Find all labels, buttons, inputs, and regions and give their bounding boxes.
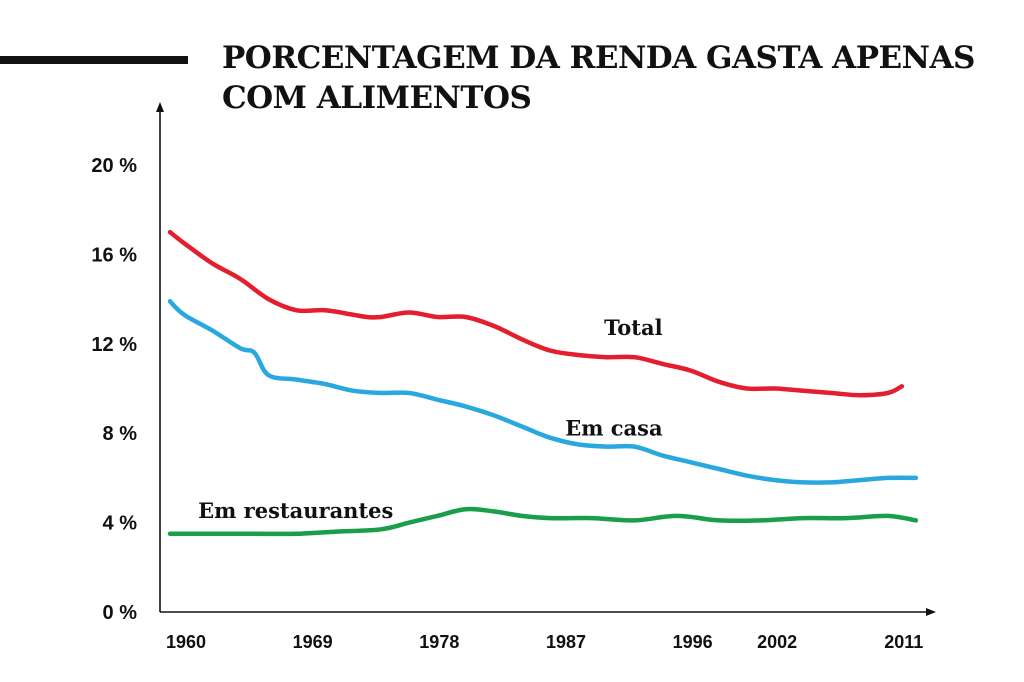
y-tick-label: 16 % — [91, 244, 137, 266]
axes — [156, 102, 936, 616]
x-tick-label: 1987 — [546, 632, 586, 652]
y-axis-arrow — [156, 102, 164, 112]
x-tick-label: 2011 — [884, 632, 923, 652]
series-labels: Total Em casa Em restaurantes — [198, 315, 663, 523]
chart-title-line-2: COM ALIMENTOS — [222, 80, 532, 116]
x-tick-label: 1996 — [673, 632, 713, 652]
series-line-total — [167, 229, 905, 398]
x-tick-labels: 1960 1969 1978 1987 1996 2002 2011 — [166, 632, 923, 652]
title-accent-bar — [0, 56, 188, 64]
y-tick-label: 4 % — [103, 513, 138, 535]
x-axis-arrow — [926, 608, 936, 616]
x-tick-label: 1978 — [419, 632, 459, 652]
y-tick-labels: 0 % 4 % 8 % 12 % 16 % 20 % — [91, 155, 137, 624]
y-tick-label: 12 % — [91, 334, 137, 356]
x-tick-label: 1969 — [293, 632, 333, 652]
y-tick-label: 20 % — [91, 155, 137, 177]
series-label-em-restaurantes: Em restaurantes — [198, 498, 393, 523]
series-label-em-casa: Em casa — [565, 415, 663, 440]
x-tick-label: 2002 — [757, 632, 797, 652]
x-tick-label: 1960 — [166, 632, 206, 652]
series-line-em-casa — [167, 299, 919, 485]
series-label-total: Total — [604, 315, 663, 340]
chart-title: PORCENTAGEM DA RENDA GASTA APENAS COM AL… — [222, 38, 1012, 118]
y-tick-label: 0 % — [103, 602, 138, 624]
series-lines — [167, 229, 919, 537]
chart-title-line-1: PORCENTAGEM DA RENDA GASTA APENAS — [222, 40, 975, 76]
series-line-em-restaurantes — [167, 506, 919, 537]
y-tick-label: 8 % — [103, 423, 138, 445]
